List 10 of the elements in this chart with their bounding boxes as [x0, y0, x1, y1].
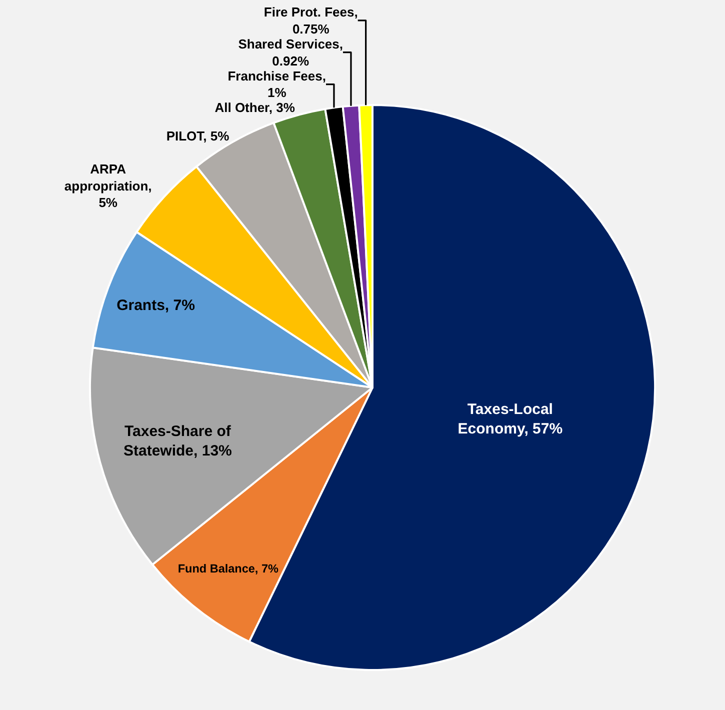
slice-label: Taxes-Share of Statewide, 13% [123, 422, 232, 460]
slice-label: ARPA appropriation, 5% [64, 161, 152, 210]
slice-label: Shared Services, 0.92% [238, 36, 343, 68]
slice-label: All Other, 3% [214, 100, 296, 116]
slice-label: Grants, 7% [116, 296, 195, 314]
slice-label: PILOT, 5% [166, 128, 230, 144]
slice-label: Fire Prot. Fees, 0.75% [264, 4, 358, 36]
slice-label: Taxes-Local Economy, 57% [458, 400, 563, 438]
slice-label: Fund Balance, 7% [178, 562, 279, 576]
slice-label: Franchise Fees, 1% [228, 68, 326, 100]
